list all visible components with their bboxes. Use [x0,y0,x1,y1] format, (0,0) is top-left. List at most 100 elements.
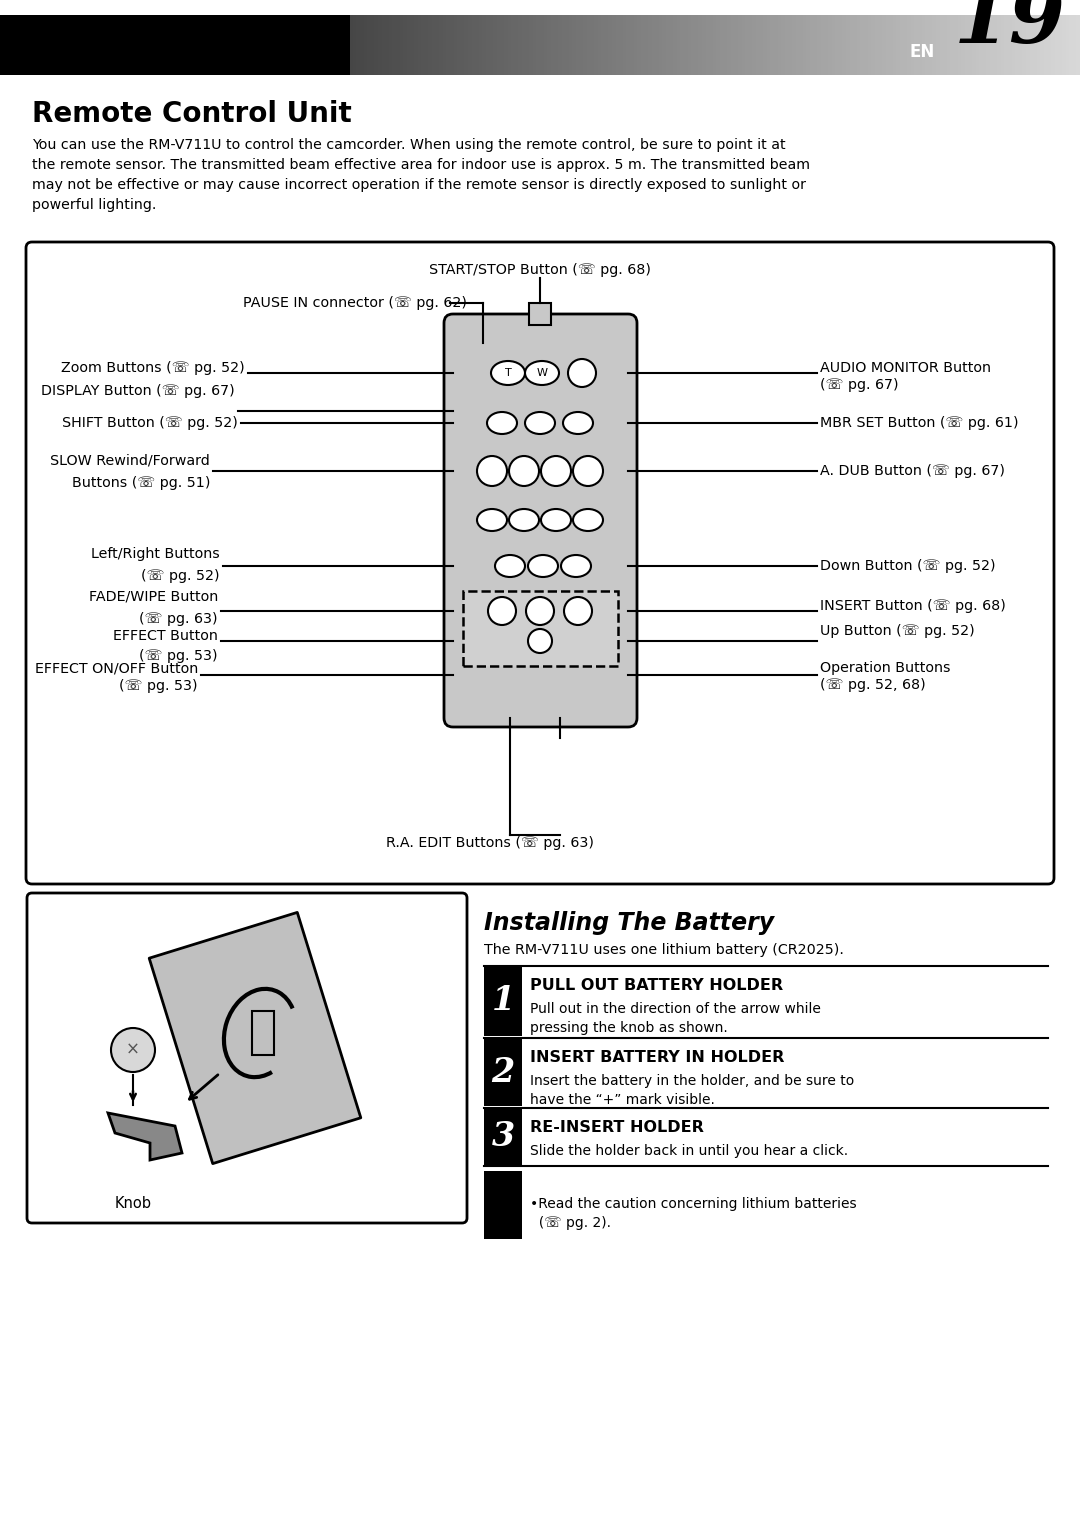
Bar [424,15,430,75]
Bar [302,15,307,75]
Bar [1072,15,1078,75]
Bar [486,15,490,75]
Bar [349,15,354,75]
Bar [205,15,210,75]
Bar [694,15,700,75]
Bar [342,15,347,75]
Bar [846,15,851,75]
Bar [677,15,681,75]
Text: T: T [504,368,511,379]
Bar [292,15,296,75]
Bar [484,1038,522,1105]
Bar [702,15,706,75]
Bar [986,15,991,75]
Bar [839,15,843,75]
Bar [310,15,314,75]
Bar [796,15,800,75]
Bar [522,15,527,75]
Text: AUDIO MONITOR Button: AUDIO MONITOR Button [820,360,991,376]
Bar [367,15,372,75]
Bar [688,15,692,75]
Polygon shape [149,912,361,1164]
Bar [554,15,559,75]
Bar [508,15,512,75]
Text: Left/Right Buttons: Left/Right Buttons [91,547,220,561]
Text: (☏ pg. 52, 68): (☏ pg. 52, 68) [820,678,926,691]
Text: Installing The Battery: Installing The Battery [484,911,774,935]
Bar [861,15,865,75]
Text: EFFECT Button: EFFECT Button [113,629,218,642]
Bar [316,15,322,75]
Bar [856,15,862,75]
Bar [918,15,922,75]
Bar [943,15,948,75]
Bar [932,15,937,75]
Bar [137,15,141,75]
Text: R.A. EDIT Buttons (☏ pg. 63): R.A. EDIT Buttons (☏ pg. 63) [386,835,594,849]
Ellipse shape [525,412,555,434]
Bar [65,15,69,75]
Bar [54,15,58,75]
Text: SLOW Rewind/Forward: SLOW Rewind/Forward [51,454,210,468]
Text: Remote Control Unit: Remote Control Unit [32,100,352,127]
Bar [562,15,566,75]
Bar [867,15,873,75]
Bar [62,15,66,75]
Bar [950,15,955,75]
Bar [745,15,750,75]
Bar [461,15,465,75]
Bar [248,15,253,75]
Bar [764,15,768,75]
Bar [1034,15,1038,75]
Bar [572,15,577,75]
Bar [648,15,652,75]
Bar [176,15,181,75]
Text: A. DUB Button (☏ pg. 67): A. DUB Button (☏ pg. 67) [820,464,1005,478]
Bar [716,15,721,75]
Bar [1044,15,1049,75]
Bar [958,15,962,75]
Bar [29,15,33,75]
Ellipse shape [528,555,558,576]
Bar [828,15,833,75]
Bar [691,15,696,75]
Bar [705,15,711,75]
Bar [586,15,592,75]
Bar [853,15,858,75]
Bar [543,15,549,75]
Bar [111,15,117,75]
Bar [14,15,19,75]
Bar [656,15,660,75]
Text: 19: 19 [954,0,1066,60]
Bar [43,15,48,75]
Bar [256,15,260,75]
Bar [454,15,458,75]
Bar [130,15,134,75]
Bar [802,15,808,75]
Bar [194,15,199,75]
Bar [770,15,775,75]
Bar [1023,15,1027,75]
Bar [468,15,473,75]
Bar [818,15,822,75]
Bar [122,15,127,75]
Bar [238,15,242,75]
Bar [997,15,1002,75]
Bar [727,15,732,75]
Bar [1026,15,1030,75]
Bar [850,15,854,75]
Bar [594,15,598,75]
Bar [0,15,4,75]
Bar [51,15,55,75]
Circle shape [568,359,596,386]
Bar [375,15,379,75]
Bar [785,15,789,75]
Bar [252,1010,274,1055]
Circle shape [573,455,603,486]
Circle shape [488,596,516,625]
Bar [907,15,912,75]
Ellipse shape [477,509,507,530]
Bar [1066,15,1070,75]
Bar [184,15,188,75]
Bar [208,15,214,75]
